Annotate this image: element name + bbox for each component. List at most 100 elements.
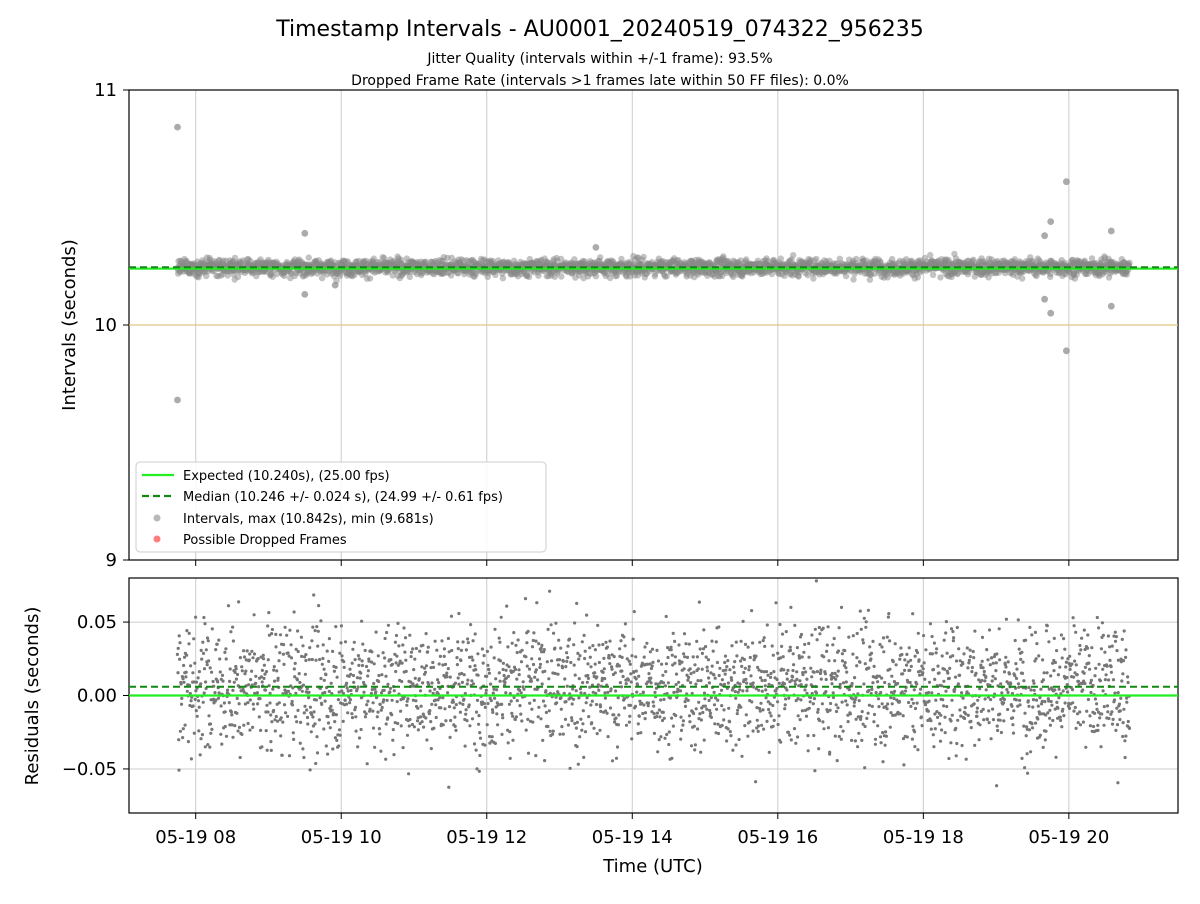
interval-outlier-point [1041, 232, 1048, 239]
residual-point [361, 659, 364, 662]
residual-point [653, 712, 656, 715]
residual-point [633, 610, 636, 613]
residual-point [834, 735, 837, 738]
residual-point [836, 759, 839, 762]
residual-point [381, 706, 384, 709]
residual-point [622, 635, 625, 638]
residual-point [390, 713, 393, 716]
residual-point [696, 655, 699, 658]
residual-point [615, 757, 618, 760]
residual-point [627, 678, 630, 681]
residual-point [1021, 672, 1024, 675]
residual-point [859, 715, 862, 718]
residual-point [971, 666, 974, 669]
residual-point [286, 715, 289, 718]
residual-point [573, 621, 576, 624]
residual-point [385, 722, 388, 725]
residual-point [687, 699, 690, 702]
residual-point [558, 658, 561, 661]
residual-point [748, 665, 751, 668]
residual-point [360, 728, 363, 731]
residual-point [189, 664, 192, 667]
residual-point [936, 665, 939, 668]
residual-point [888, 683, 891, 686]
residual-point [319, 677, 322, 680]
residual-point [742, 671, 745, 674]
residual-point [743, 724, 746, 727]
residual-point [954, 676, 957, 679]
residual-point [871, 640, 874, 643]
residual-point [339, 734, 342, 737]
residual-point [838, 626, 841, 629]
residual-point [835, 674, 838, 677]
residual-point [781, 633, 784, 636]
residual-point [326, 753, 329, 756]
residual-point [503, 681, 506, 684]
residual-point [384, 637, 387, 640]
residual-point [274, 645, 277, 648]
residual-point [672, 691, 675, 694]
residual-point [945, 705, 948, 708]
interval-outlier-point [1047, 310, 1054, 317]
residual-point [511, 642, 514, 645]
interval-point [535, 273, 541, 279]
residual-point [224, 647, 227, 650]
residual-point [868, 645, 871, 648]
residual-point [510, 700, 513, 703]
residual-point [235, 712, 238, 715]
interval-outlier-point [174, 124, 181, 131]
residual-point [574, 674, 577, 677]
residual-point [514, 668, 517, 671]
residual-point [1017, 686, 1020, 689]
interval-point [850, 276, 856, 282]
residual-point [353, 641, 356, 644]
residual-point [520, 691, 523, 694]
residual-point [803, 667, 806, 670]
residual-point [511, 739, 514, 742]
residual-point [537, 715, 540, 718]
residual-point [743, 658, 746, 661]
residual-point [431, 661, 434, 664]
residual-point [624, 644, 627, 647]
residual-point [906, 735, 909, 738]
residual-point [394, 641, 397, 644]
residual-point [796, 697, 799, 700]
residual-point [486, 723, 489, 726]
residual-point [693, 748, 696, 751]
residual-point [485, 675, 488, 678]
residual-point [311, 715, 314, 718]
residual-point [570, 716, 573, 719]
residual-point [770, 714, 773, 717]
residual-point [956, 626, 959, 629]
residual-point [577, 696, 580, 699]
residual-point [689, 672, 692, 675]
residual-point [505, 605, 508, 608]
residual-point [608, 662, 611, 665]
residual-point [493, 697, 496, 700]
residual-point [229, 630, 232, 633]
residual-point [516, 699, 519, 702]
residual-point [859, 718, 862, 721]
residual-point [197, 729, 200, 732]
residual-point [187, 740, 190, 743]
residual-point [384, 758, 387, 761]
residual-point [835, 710, 838, 713]
residual-point [941, 654, 944, 657]
residual-point [192, 704, 195, 707]
residual-point [457, 647, 460, 650]
residual-point [476, 652, 479, 655]
interval-outlier-point [301, 291, 308, 298]
residual-point [860, 628, 863, 631]
residual-point [598, 729, 601, 732]
residual-point [560, 725, 563, 728]
residual-point [929, 719, 932, 722]
residual-point [295, 720, 298, 723]
residual-point [742, 620, 745, 623]
residual-point [762, 639, 765, 642]
residual-point [520, 660, 523, 663]
residual-point [795, 678, 798, 681]
residual-point [273, 665, 276, 668]
residual-point [410, 651, 413, 654]
residual-point [968, 659, 971, 662]
intervals-x-ticks [196, 560, 1069, 566]
